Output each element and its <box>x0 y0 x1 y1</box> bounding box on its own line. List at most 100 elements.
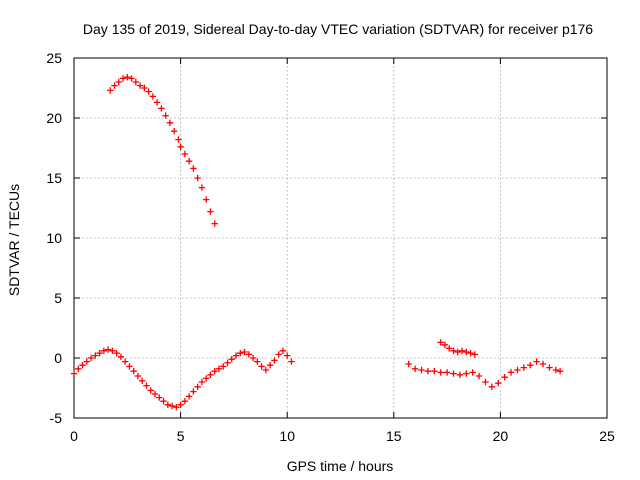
data-point <box>431 368 438 375</box>
data-point <box>128 75 135 82</box>
data-point <box>405 360 412 368</box>
data-point <box>482 378 489 386</box>
data-point <box>446 345 453 352</box>
series-early-band <box>70 346 295 411</box>
data-point <box>190 388 197 395</box>
data-point <box>552 366 560 374</box>
data-point <box>456 371 464 378</box>
data-point <box>177 143 184 150</box>
data-point <box>175 136 182 143</box>
data-point <box>215 365 223 372</box>
data-point <box>166 119 174 126</box>
chart-title: Day 135 of 2019, Sidereal Day-to-day VTE… <box>83 21 593 37</box>
data-point <box>141 84 148 92</box>
data-point <box>119 75 127 82</box>
data-point <box>177 401 184 408</box>
data-point <box>109 347 116 354</box>
data-point <box>443 369 451 376</box>
data-point <box>107 87 114 94</box>
data-point <box>471 351 479 358</box>
data-point <box>173 404 180 411</box>
data-point <box>145 88 152 95</box>
data-point <box>507 369 515 376</box>
data-point <box>475 372 483 380</box>
data-points <box>70 74 564 411</box>
data-point <box>279 347 287 354</box>
data-point <box>211 368 218 375</box>
data-point <box>171 128 178 135</box>
data-point <box>126 363 133 370</box>
data-point <box>249 354 257 362</box>
data-point <box>153 99 161 106</box>
data-point <box>162 112 169 119</box>
data-point <box>181 150 189 158</box>
data-point <box>96 350 103 357</box>
data-point <box>254 358 261 365</box>
data-point <box>147 387 154 394</box>
data-point <box>143 382 150 389</box>
data-point <box>124 74 131 81</box>
data-point <box>450 347 457 354</box>
data-point <box>245 351 253 358</box>
x-tick-label: 0 <box>70 428 78 444</box>
data-point <box>220 363 227 370</box>
data-point <box>211 220 218 227</box>
data-point <box>241 348 248 356</box>
data-point <box>488 383 496 390</box>
data-point <box>70 370 78 377</box>
data-point <box>181 398 189 405</box>
data-point <box>79 362 86 369</box>
data-point <box>275 351 282 358</box>
data-point <box>185 393 193 400</box>
data-point <box>271 357 278 364</box>
data-point <box>111 82 118 89</box>
data-point <box>441 341 449 348</box>
data-point <box>132 78 140 86</box>
data-point <box>117 353 125 360</box>
data-point <box>104 346 112 353</box>
data-point <box>288 358 295 365</box>
data-point <box>237 350 244 357</box>
data-point <box>194 174 201 182</box>
y-tick-label: 0 <box>54 350 62 366</box>
data-point <box>151 390 159 398</box>
y-tick-label: 20 <box>46 110 62 126</box>
data-point <box>539 360 547 368</box>
data-point <box>467 350 474 357</box>
y-tick-label: 15 <box>46 170 62 186</box>
series-high-arc <box>107 74 218 227</box>
data-point <box>501 374 508 381</box>
x-tick-labels: 0 5 10 15 20 25 <box>70 428 615 444</box>
y-tick-label: 5 <box>54 290 62 306</box>
data-point <box>450 370 457 377</box>
data-point <box>164 401 172 408</box>
data-point <box>258 363 265 370</box>
data-point <box>463 370 470 377</box>
data-point <box>160 398 167 405</box>
data-point <box>495 380 502 387</box>
x-tick-label: 10 <box>279 428 295 444</box>
data-point <box>202 375 210 382</box>
y-tick-label: -5 <box>50 410 63 426</box>
series-late-upper-segment <box>437 339 479 358</box>
data-point <box>284 352 291 359</box>
x-axis-label: GPS time / hours <box>287 458 394 474</box>
y-axis-label: SDTVAR / TECUs <box>6 184 22 296</box>
data-point <box>207 371 214 378</box>
data-point <box>115 78 122 86</box>
y-tick-label: 10 <box>46 230 62 246</box>
data-point <box>113 350 120 357</box>
data-point <box>546 364 553 371</box>
data-point <box>149 93 157 100</box>
data-point <box>168 402 176 410</box>
data-point <box>198 184 206 191</box>
data-point <box>198 378 206 386</box>
y-tick-label: 25 <box>46 50 62 66</box>
data-point <box>520 364 528 371</box>
data-point <box>121 358 129 365</box>
data-point <box>75 365 82 372</box>
data-point <box>224 359 231 366</box>
x-tick-label: 25 <box>599 428 615 444</box>
data-point <box>207 208 214 215</box>
data-point <box>87 354 95 362</box>
